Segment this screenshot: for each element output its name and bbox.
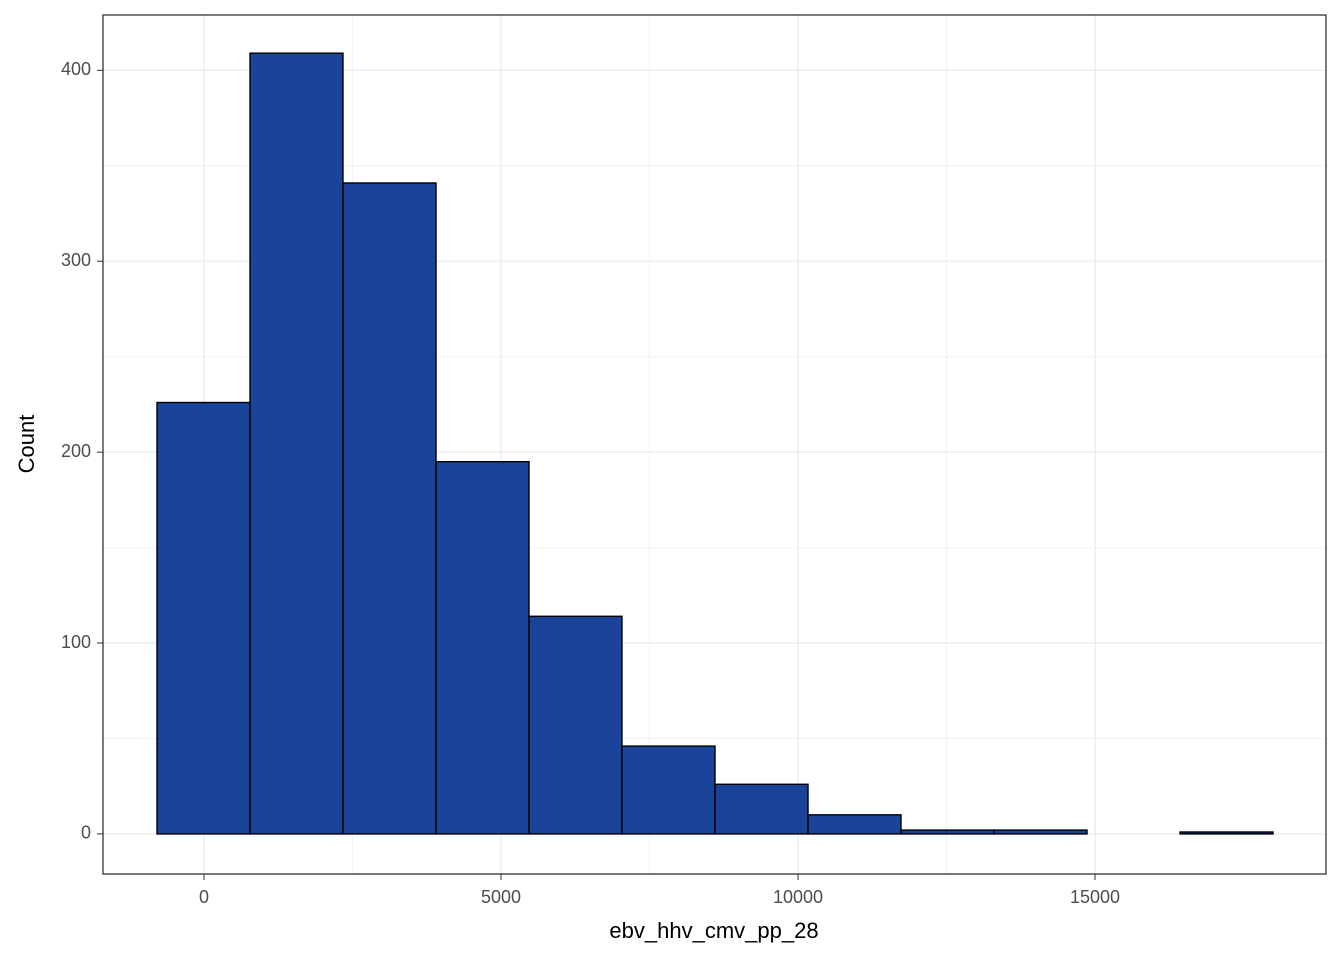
x-tick-label: 10000 (773, 887, 823, 907)
y-tick-label: 100 (61, 632, 91, 652)
y-tick-label: 300 (61, 250, 91, 270)
bar (156, 401, 251, 835)
x-tick-label: 15000 (1070, 887, 1120, 907)
bar (435, 460, 530, 835)
x-axis-title: ebv_hhv_cmv_pp_28 (609, 918, 818, 943)
x-tick-label: 0 (199, 887, 209, 907)
bar (714, 783, 809, 835)
y-axis-title: Count (14, 415, 39, 474)
bar (1179, 831, 1274, 835)
bar (621, 745, 716, 835)
bar (249, 52, 344, 835)
bar (900, 829, 995, 835)
bar (807, 814, 902, 835)
bar (528, 615, 623, 835)
y-tick-label: 0 (81, 823, 91, 843)
panel-border (102, 14, 1327, 875)
bar (993, 829, 1088, 835)
y-tick-label: 200 (61, 441, 91, 461)
y-tick-label: 400 (61, 59, 91, 79)
bar (342, 182, 437, 835)
x-tick-label: 5000 (481, 887, 521, 907)
